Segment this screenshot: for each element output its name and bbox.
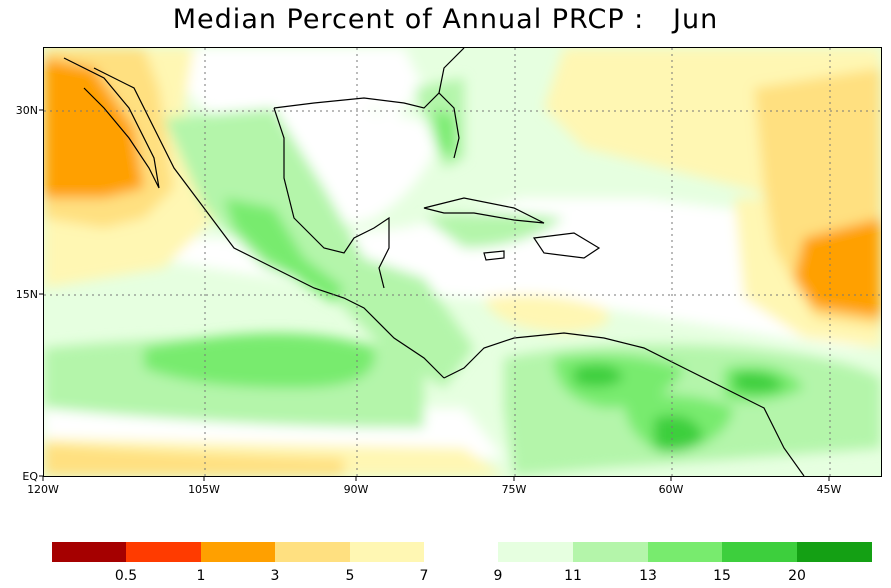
lat-label-15n: 15N xyxy=(16,288,38,301)
gulf-mexico-coast xyxy=(273,107,390,289)
lon-label-90w: 90W xyxy=(344,483,369,496)
us-gulf-coast xyxy=(273,92,460,159)
legend-swatch-13-15 xyxy=(648,542,722,562)
lon-label-60w: 60W xyxy=(659,483,684,496)
longitude-ticks xyxy=(42,476,830,481)
lon-label-120w: 120W xyxy=(27,483,59,496)
legend-label-1: 1 xyxy=(197,568,206,584)
map-axes: 30N 15N EQ 120W 105W 90W 75W 60W 45W xyxy=(16,104,842,496)
color-legend: 0.5 1 3 5 7 9 11 13 15 20 xyxy=(52,542,872,584)
legend-swatch-1-3 xyxy=(201,542,275,562)
cuba-outline xyxy=(423,197,545,224)
legend-label-5: 5 xyxy=(346,568,355,584)
legend-dry-scale xyxy=(52,542,424,562)
florida-atlantic-coast xyxy=(438,48,465,94)
lon-label-75w: 75W xyxy=(502,483,527,496)
lon-label-45w: 45W xyxy=(817,483,842,496)
legend-label-3: 3 xyxy=(271,568,280,584)
legend-swatch-5-7 xyxy=(350,542,424,562)
graticule xyxy=(44,48,881,476)
lon-label-105w: 105W xyxy=(188,483,220,496)
longitude-axis: 120W 105W 90W 75W 60W 45W xyxy=(27,483,841,496)
baja-california-coast xyxy=(63,57,160,189)
lat-label-30n: 30N xyxy=(16,104,38,117)
lat-label-eq: EQ xyxy=(22,470,38,483)
legend-label-0.5: 0.5 xyxy=(115,568,137,584)
latitude-axis: 30N 15N EQ xyxy=(16,104,39,483)
latitude-ticks xyxy=(39,109,43,477)
map-title: Median Percent of Annual PRCP : Jun xyxy=(172,4,719,35)
legend-swatch-9-11 xyxy=(498,542,573,562)
legend-label-13: 13 xyxy=(639,568,657,584)
legend-swatch-15-20 xyxy=(722,542,797,562)
map-canvas xyxy=(44,48,881,476)
legend-swatch-gt-20 xyxy=(797,542,872,562)
legend-label-11: 11 xyxy=(564,568,582,584)
jamaica-outline xyxy=(483,250,505,261)
legend-labels: 0.5 1 3 5 7 9 11 13 15 20 xyxy=(115,568,806,584)
pacific-mexico-coast xyxy=(93,67,445,379)
legend-label-15: 15 xyxy=(713,568,731,584)
hispaniola-outline xyxy=(532,232,601,259)
legend-label-7: 7 xyxy=(420,568,429,584)
legend-wet-scale xyxy=(498,542,872,562)
legend-swatch-lt-0.5 xyxy=(52,542,126,562)
legend-swatch-11-13 xyxy=(573,542,648,562)
south-america-north-coast xyxy=(443,332,805,476)
legend-swatch-3-5 xyxy=(275,542,350,562)
legend-swatch-0.5-1 xyxy=(126,542,201,562)
coastlines xyxy=(63,48,805,476)
legend-label-20: 20 xyxy=(788,568,806,584)
precip-shading xyxy=(44,48,881,476)
precipitation-map xyxy=(43,47,882,477)
legend-label-9: 9 xyxy=(494,568,503,584)
